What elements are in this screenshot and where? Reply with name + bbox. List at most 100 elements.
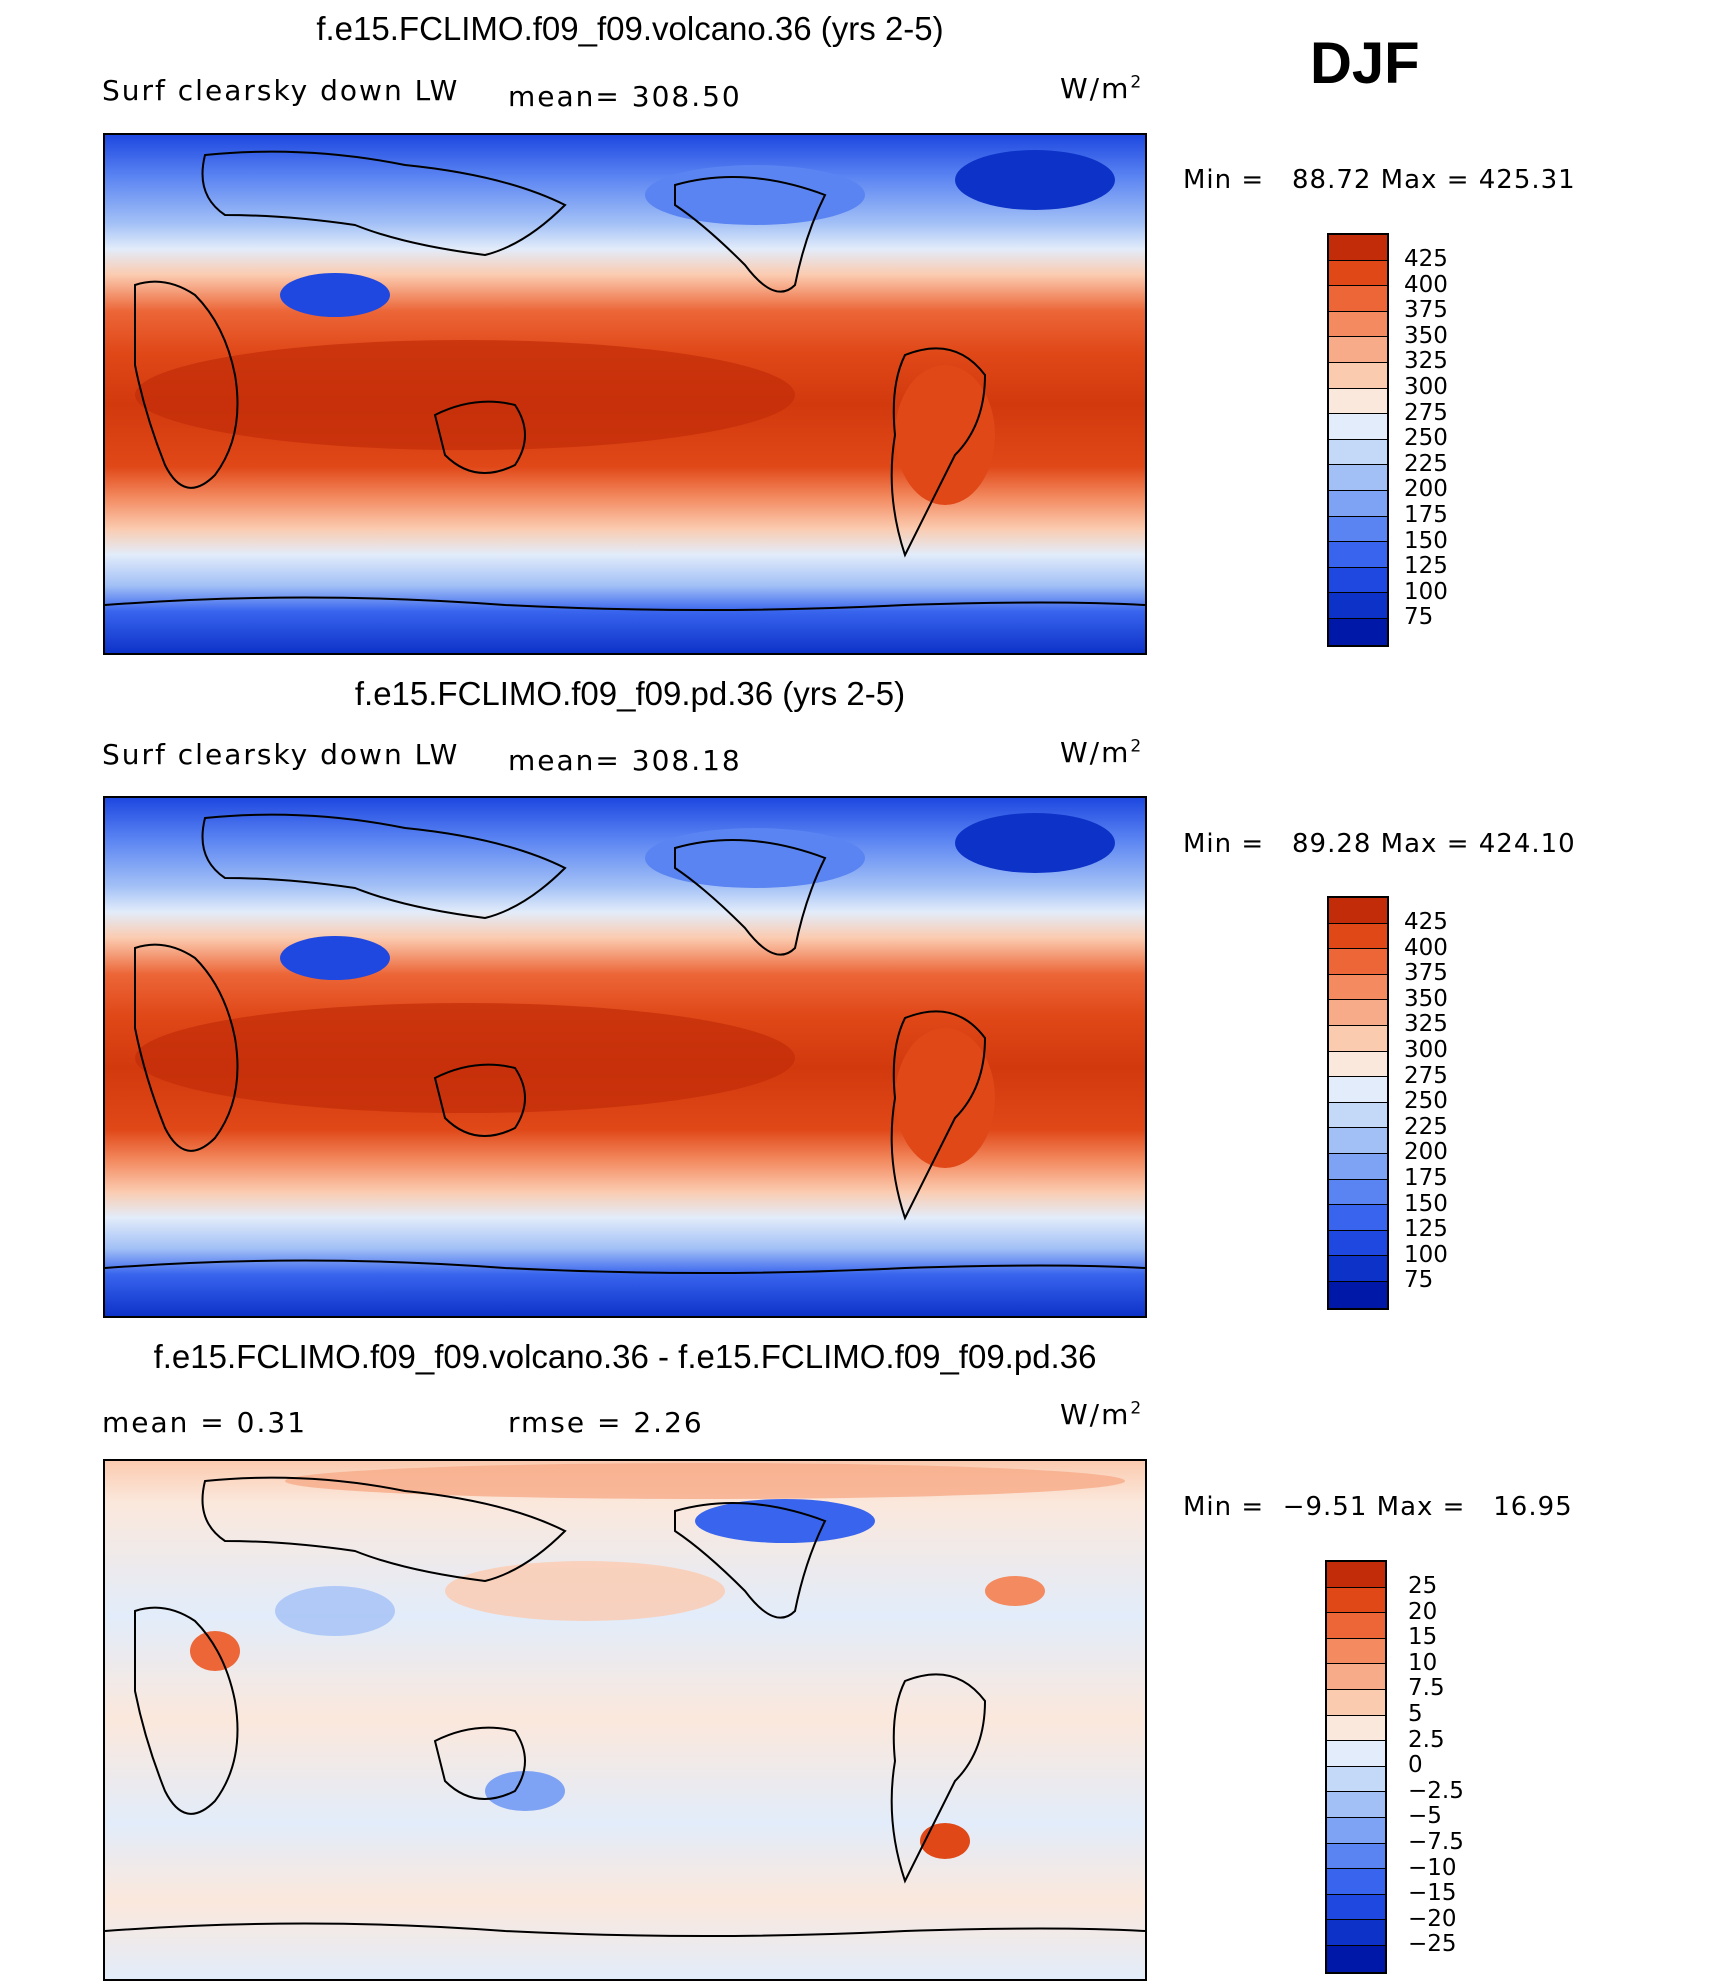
panel-3-min-max: Min = −9.51 Max = 16.95 [1183, 1492, 1573, 1522]
colorbar-segment [1327, 1766, 1385, 1793]
panel-1-variable-label: Surf clearsky down LW [102, 74, 460, 107]
colorbar-tick-label: 325 [1404, 1011, 1448, 1038]
colorbar-tick-label: 75 [1404, 604, 1434, 631]
colorbar-segment [1329, 898, 1387, 924]
colorbar-segment [1329, 439, 1387, 466]
colorbar-segment [1327, 1894, 1385, 1921]
colorbar-tick-label: 200 [1404, 476, 1448, 503]
colorbar-segment [1329, 1205, 1387, 1231]
colorbar-tick-label: 0 [1408, 1752, 1423, 1779]
colorbar-segment [1329, 974, 1387, 1001]
panel-1-units-label: W/m2 [1060, 72, 1144, 105]
colorbar-segment [1329, 923, 1387, 950]
colorbar-tick-label: 15 [1408, 1624, 1438, 1651]
colorbar-tick-label: 5 [1408, 1700, 1423, 1727]
season-label: DJF [1310, 31, 1420, 96]
colorbar-tick-label: −25 [1408, 1931, 1457, 1958]
colorbar-segment [1329, 1000, 1387, 1026]
panel-1-title: f.e15.FCLIMO.f09_f09.volcano.36 (yrs 2-5… [316, 10, 944, 47]
colorbar-tick-label: 2.5 [1408, 1726, 1445, 1753]
panel-3-units-label: W/m2 [1060, 1398, 1144, 1431]
panel-2-colorbar [1327, 896, 1389, 1310]
colorbar-tick-label: 325 [1404, 348, 1448, 375]
colorbar-tick-label: 175 [1404, 501, 1448, 528]
panel-3-colorbar-labels: 25 20 15 10 7.5 5 2.5 0 −2.5 −5 −7.5 −10 −15 −20 −25 [1408, 1573, 1464, 1958]
colorbar-segment [1327, 1792, 1385, 1818]
colorbar-tick-label: 275 [1404, 399, 1448, 426]
colorbar-segment [1329, 388, 1387, 415]
colorbar-tick-label: −2.5 [1408, 1777, 1464, 1804]
colorbar-segment [1329, 1179, 1387, 1206]
colorbar-segment [1329, 1230, 1387, 1257]
colorbar-tick-label: 20 [1408, 1598, 1438, 1625]
colorbar-segment [1329, 465, 1387, 491]
colorbar-tick-label: 150 [1404, 1190, 1448, 1217]
panel-1-min-max: Min = 88.72 Max = 425.31 [1183, 165, 1576, 195]
panel-3-mean-label: mean = 0.31 [102, 1406, 308, 1439]
colorbar-tick-label: 425 [1404, 909, 1448, 935]
colorbar-segment [1329, 235, 1387, 261]
colorbar-tick-label: −20 [1408, 1905, 1457, 1932]
colorbar-segment [1327, 1817, 1385, 1844]
colorbar-segment [1327, 1920, 1385, 1946]
colorbar-tick-label: 10 [1408, 1649, 1438, 1676]
panel-2-colorbar-labels: 425 400 375 350 325 300 275 250 225 200 175 150 125 1… [1404, 909, 1448, 1294]
colorbar-segment [1327, 1613, 1385, 1639]
panel-2-map-field [105, 798, 1145, 1316]
panel-2-variable-label: Surf clearsky down LW [102, 738, 460, 771]
colorbar-tick-label: 200 [1404, 1139, 1448, 1166]
colorbar-segment [1327, 1638, 1385, 1665]
colorbar-tick-label: 400 [1404, 271, 1448, 298]
colorbar-tick-label: 175 [1404, 1164, 1448, 1191]
colorbar-segment [1329, 1153, 1387, 1180]
colorbar-tick-label: 425 [1404, 246, 1448, 272]
panel-3-rmse-label: rmse = 2.26 [508, 1406, 704, 1439]
colorbar-segment [1329, 1256, 1387, 1282]
colorbar-tick-label: −15 [1408, 1880, 1457, 1907]
colorbar-segment [1329, 1102, 1387, 1129]
colorbar-tick-label: −5 [1408, 1803, 1442, 1830]
colorbar-tick-label: 225 [1404, 1113, 1448, 1140]
colorbar-segment [1329, 1128, 1387, 1154]
panel-3-colorbar [1325, 1560, 1387, 1974]
colorbar-tick-label: 250 [1404, 1088, 1448, 1115]
panel-2-map [103, 796, 1147, 1318]
panel-1-mean-label: mean= 308.50 [508, 80, 742, 113]
colorbar-segment [1329, 311, 1387, 338]
colorbar-segment [1329, 516, 1387, 543]
colorbar-segment [1327, 1562, 1385, 1588]
colorbar-tick-label: 250 [1404, 425, 1448, 452]
colorbar-segment [1329, 618, 1387, 645]
colorbar-segment [1329, 414, 1387, 440]
colorbar-segment [1327, 1689, 1385, 1716]
colorbar-segment [1327, 1843, 1385, 1870]
panel-2-title: f.e15.FCLIMO.f09_f09.pd.36 (yrs 2-5) [354, 675, 906, 712]
colorbar-segment [1329, 1025, 1387, 1052]
panel-2-mean-label: mean= 308.18 [508, 744, 742, 777]
colorbar-segment [1327, 1715, 1385, 1742]
colorbar-segment [1327, 1587, 1385, 1614]
colorbar-tick-label: 100 [1404, 1241, 1448, 1268]
colorbar-tick-label: 225 [1404, 450, 1448, 477]
colorbar-tick-label: 375 [1404, 960, 1448, 987]
colorbar-segment [1329, 1077, 1387, 1103]
panel-3-map [103, 1459, 1147, 1981]
colorbar-tick-label: 300 [1404, 1036, 1448, 1063]
colorbar-segment [1329, 1051, 1387, 1078]
colorbar-segment [1329, 337, 1387, 363]
panel-1-colorbar-labels: 425 400 375 350 325 300 275 250 225 200 175 150 125 1… [1404, 246, 1448, 631]
panel-2-units-label: W/m2 [1060, 736, 1144, 769]
colorbar-tick-label: 25 [1408, 1573, 1438, 1599]
colorbar-tick-label: 100 [1404, 578, 1448, 605]
colorbar-tick-label: 150 [1404, 527, 1448, 554]
colorbar-tick-label: 275 [1404, 1062, 1448, 1089]
colorbar-segment [1329, 362, 1387, 389]
colorbar-tick-label: 375 [1404, 297, 1448, 324]
colorbar-tick-label: −10 [1408, 1854, 1457, 1881]
colorbar-tick-label: 400 [1404, 934, 1448, 961]
colorbar-tick-label: 300 [1404, 373, 1448, 400]
panel-1-colorbar [1327, 233, 1389, 647]
panel-3-title: f.e15.FCLIMO.f09_f09.volcano.36 - f.e15.… [153, 1338, 1097, 1375]
colorbar-segment [1327, 1741, 1385, 1767]
colorbar-segment [1329, 260, 1387, 287]
